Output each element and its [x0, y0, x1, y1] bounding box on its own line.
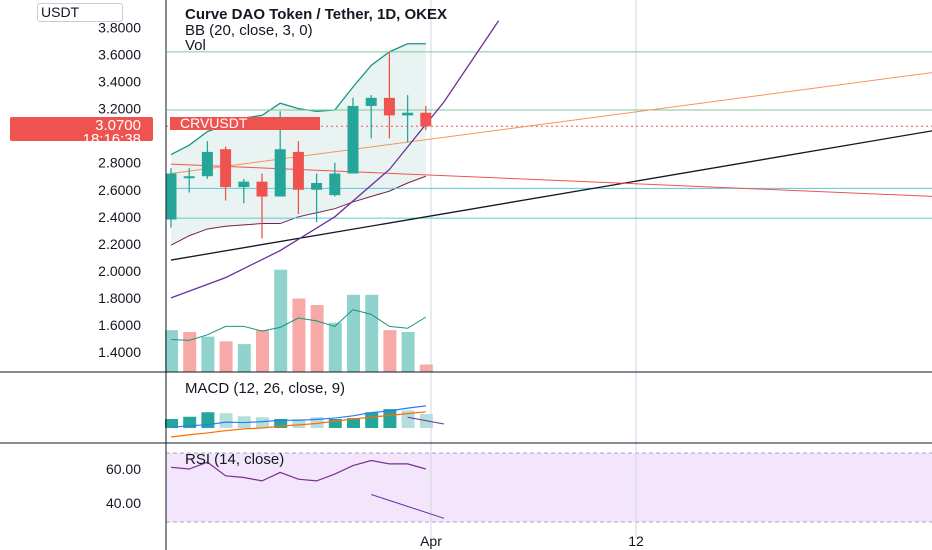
macd-histogram-bar	[401, 410, 415, 428]
price-tick-label: 3.6000	[98, 47, 141, 63]
rsi-legend-label: RSI (14, close)	[185, 451, 284, 468]
macd-histogram-bar	[165, 419, 178, 428]
bar-countdown: 18:16:38	[82, 131, 141, 148]
volume-bar	[310, 305, 324, 372]
candle-body	[220, 149, 232, 188]
candle-body	[201, 151, 213, 177]
macd-histogram-bar	[183, 416, 197, 428]
last-price-value: 3.0700	[95, 117, 141, 134]
macd-histogram-bar	[256, 417, 269, 428]
price-tick-label: 2.6000	[98, 182, 141, 198]
macd-legend-label: MACD (12, 26, close, 9)	[185, 380, 345, 397]
symbol-tag: CRVUSDT	[170, 116, 320, 130]
rsi-band	[166, 453, 932, 522]
candle-body	[292, 151, 304, 190]
macd-histogram-bar	[365, 412, 379, 428]
volume-bar	[365, 294, 379, 372]
macd-histogram-bar	[383, 409, 397, 428]
currency-unit-selector[interactable]: USDT	[37, 3, 123, 22]
candle-body	[347, 105, 359, 174]
volume-bar	[419, 364, 433, 372]
candle-body	[383, 97, 395, 116]
rsi-tick-label: 40.00	[106, 495, 141, 511]
volume-bar	[383, 330, 397, 372]
volume-bar	[274, 269, 288, 372]
price-tick-label: 2.2000	[98, 236, 141, 252]
volume-bar	[165, 330, 178, 372]
macd-divergence-line	[407, 416, 445, 425]
macd-histogram-bar	[274, 419, 288, 428]
price-tick-label: 2.8000	[98, 155, 141, 171]
macd-histogram-bar	[347, 418, 360, 428]
volume-bar	[219, 341, 233, 372]
volume-bar	[256, 330, 269, 372]
date-tick-label: Apr	[420, 533, 442, 549]
volume-bar	[401, 332, 415, 372]
candle-body	[274, 149, 286, 197]
macd-histogram-bar	[292, 419, 306, 428]
candle-body	[365, 97, 377, 106]
last-price-tag: 3.0700 18:16:38	[10, 117, 153, 147]
date-tick-label: 12	[628, 533, 644, 549]
price-tick-label: 1.6000	[98, 317, 141, 333]
volume-bar	[328, 322, 342, 372]
trend-line	[170, 130, 932, 261]
volume-bar	[347, 294, 360, 372]
candle-body	[402, 112, 414, 116]
volume-bar	[201, 336, 215, 372]
price-tick-label: 1.4000	[98, 344, 141, 360]
volume-bar	[292, 298, 306, 372]
macd-histogram-bar	[328, 419, 342, 428]
candle-body	[183, 176, 195, 179]
price-tick-label: 3.2000	[98, 101, 141, 117]
price-tick-label: 2.0000	[98, 263, 141, 279]
macd-line	[170, 405, 426, 429]
macd-signal-line	[170, 411, 426, 438]
price-tick-label: 2.4000	[98, 209, 141, 225]
bb-lower-line	[170, 175, 426, 246]
volume-bar	[183, 332, 197, 372]
volume-bar	[237, 344, 251, 372]
rsi-divergence-line	[371, 494, 445, 519]
bb-legend-label: BB (20, close, 3, 0)	[185, 22, 313, 39]
price-tick-label: 3.4000	[98, 74, 141, 90]
candle-body	[311, 183, 323, 190]
candle-body	[329, 173, 341, 196]
candle-body	[420, 112, 432, 127]
price-tick-label: 1.8000	[98, 290, 141, 306]
macd-histogram-bar	[201, 412, 215, 428]
candle-body	[256, 181, 268, 197]
curve-line	[170, 20, 500, 299]
vol-legend-label: Vol	[185, 37, 206, 54]
rsi-tick-label: 60.00	[106, 461, 141, 477]
rsi-line	[170, 459, 426, 482]
candle-body	[165, 173, 177, 220]
macd-histogram-bar	[219, 413, 233, 428]
candle-body	[238, 181, 250, 188]
chart-title: Curve DAO Token / Tether, 1D, OKEX	[185, 6, 447, 23]
volume-ma-line	[170, 309, 427, 341]
macd-histogram-bar	[310, 417, 324, 428]
price-tick-label: 3.8000	[98, 20, 141, 36]
